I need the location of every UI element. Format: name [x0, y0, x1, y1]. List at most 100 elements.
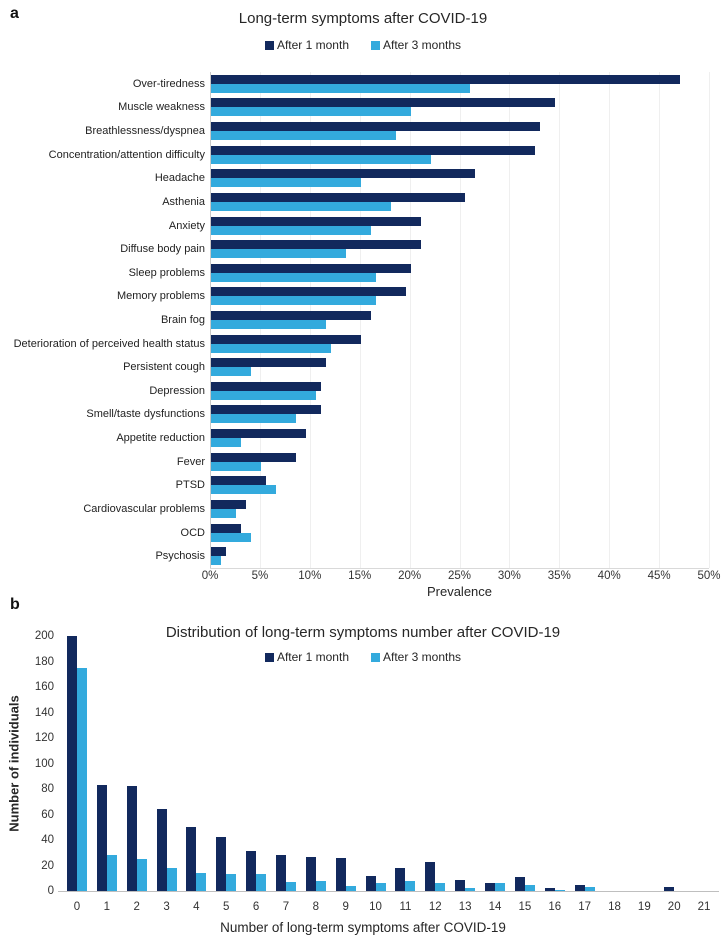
legend-label: After 3 months — [383, 650, 462, 664]
panel-b-y-axis-title: Number of individuals — [6, 695, 22, 832]
panel-b-x-axis-title: Number of long-term symptoms after COVID… — [220, 920, 506, 935]
x-tick-label: 14 — [488, 901, 502, 913]
category-label-asthenia: Asthenia — [162, 195, 205, 208]
legend-swatch-icon — [371, 40, 380, 50]
x-tick-label: 15% — [348, 570, 372, 582]
x-tick-label: 30% — [497, 570, 521, 582]
panel-a-title: Long-term symptoms after COVID-19 — [238, 10, 488, 27]
bar-after-3-months-depression — [211, 390, 316, 400]
bar-after-3-months-x17 — [584, 887, 595, 891]
y-tick-label: 80 — [41, 783, 54, 795]
legend-item-after-1-month: After 1 month — [264, 650, 349, 664]
y-axis-line — [210, 72, 211, 568]
x-tick-label: 12 — [428, 901, 442, 913]
bar-after-3-months-headache — [211, 178, 361, 188]
bar-after-1-month-x20 — [664, 887, 675, 891]
x-tick-label: 1 — [103, 901, 110, 913]
x-axis-line — [58, 891, 719, 892]
x-tick-label: 20 — [667, 901, 681, 913]
bar-after-1-month-x12 — [425, 861, 436, 891]
x-tick-label: 3 — [163, 901, 170, 913]
bar-after-3-months-persistent-cough — [211, 367, 251, 377]
bar-after-1-month-fever — [211, 452, 296, 462]
bar-after-3-months-x12 — [435, 883, 446, 891]
y-tick-label: 120 — [34, 732, 54, 744]
x-tick-label: 50% — [697, 570, 721, 582]
bar-after-3-months-deterioration-of-perceived-health-status — [211, 343, 331, 353]
bar-after-1-month-x0 — [66, 636, 77, 891]
category-label-over-tiredness: Over-tiredness — [132, 77, 205, 90]
bar-after-1-month-brain-fog — [211, 311, 371, 320]
bar-after-1-month-persistent-cough — [211, 358, 326, 368]
legend-label: After 1 month — [276, 650, 349, 664]
x-tick-label: 7 — [282, 901, 290, 913]
bar-after-1-month-deterioration-of-perceived-health-status — [211, 334, 361, 344]
gridline — [459, 72, 461, 568]
x-tick-label: 5 — [223, 901, 230, 913]
panel-a-x-axis-title: Prevalence — [426, 584, 493, 599]
x-axis-line — [210, 568, 709, 569]
legend-swatch-icon — [264, 652, 274, 662]
x-tick-label: 16 — [548, 901, 562, 913]
bar-after-3-months-muscle-weakness — [211, 107, 411, 117]
gridline — [409, 72, 411, 568]
category-label-fever: Fever — [176, 455, 205, 468]
panel-b-legend: After 1 month After 3 months — [0, 650, 726, 664]
x-tick-label: 2 — [133, 901, 140, 913]
category-label-headache: Headache — [154, 172, 205, 185]
legend-label: After 3 months — [383, 38, 462, 52]
panel-b-label: b — [10, 596, 20, 613]
category-label-diffuse-body-pain: Diffuse body pain — [120, 243, 205, 256]
category-label-psychosis: Psychosis — [155, 550, 205, 563]
bar-after-3-months-over-tiredness — [211, 83, 471, 93]
panel-b-title: Distribution of long-term symptoms numbe… — [165, 624, 561, 641]
category-label-appetite-reduction: Appetite reduction — [116, 432, 205, 445]
x-tick-label: 10% — [298, 570, 322, 582]
bar-after-3-months-asthenia — [211, 201, 391, 211]
legend-swatch-icon — [371, 652, 380, 662]
y-tick-label: 40 — [41, 834, 54, 846]
category-label-deterioration-of-perceived-health-status: Deterioration of perceived health status — [13, 337, 205, 350]
x-tick-label: 10 — [369, 901, 382, 913]
bar-after-3-months-x3 — [166, 868, 177, 891]
y-tick-label: 20 — [41, 859, 54, 872]
bar-after-1-month-ptsd — [211, 476, 266, 486]
bar-after-3-months-concentration-attention-difficulty — [211, 154, 431, 164]
bar-after-1-month-muscle-weakness — [211, 98, 556, 108]
y-tick-label: 0 — [47, 885, 54, 897]
bar-after-3-months-x0 — [76, 667, 87, 891]
bar-after-1-month-smell-taste-dysfunctions — [211, 405, 321, 415]
bar-after-1-month-over-tiredness — [211, 74, 681, 84]
bar-after-1-month-x8 — [305, 856, 316, 891]
panel-a-label: a — [10, 5, 19, 22]
y-tick-label: 180 — [34, 655, 54, 668]
category-label-persistent-cough: Persistent cough — [123, 361, 205, 374]
category-label-cardiovascular-problems: Cardiovascular problems — [83, 502, 205, 515]
bar-after-1-month-x14 — [485, 883, 496, 891]
bar-after-3-months-x4 — [196, 873, 207, 891]
bar-after-1-month-anxiety — [211, 216, 421, 226]
category-label-muscle-weakness: Muscle weakness — [118, 101, 205, 114]
gridline — [659, 72, 661, 568]
bar-after-3-months-x1 — [106, 855, 117, 891]
bar-after-1-month-x16 — [544, 888, 555, 891]
bar-after-1-month-x3 — [156, 809, 167, 891]
bar-after-3-months-diffuse-body-pain — [211, 249, 346, 259]
panel-a-legend: After 1 month After 3 months — [0, 38, 726, 52]
bar-after-3-months-x10 — [375, 883, 386, 891]
bar-after-3-months-x5 — [226, 874, 237, 891]
bar-after-3-months-cardiovascular-problems — [211, 508, 236, 518]
x-tick-label: 11 — [399, 901, 412, 913]
x-tick-label: 45% — [647, 570, 671, 582]
bar-after-1-month-memory-problems — [211, 287, 406, 297]
legend-item-after-3-months: After 3 months — [371, 38, 461, 52]
x-tick-label: 25% — [447, 570, 472, 582]
bar-after-1-month-asthenia — [211, 192, 466, 202]
bar-after-3-months-psychosis — [211, 556, 221, 566]
gridline — [559, 72, 561, 568]
category-label-brain-fog: Brain fog — [160, 314, 205, 326]
category-label-sleep-problems: Sleep problems — [128, 266, 205, 279]
x-tick-label: 0% — [201, 570, 219, 582]
